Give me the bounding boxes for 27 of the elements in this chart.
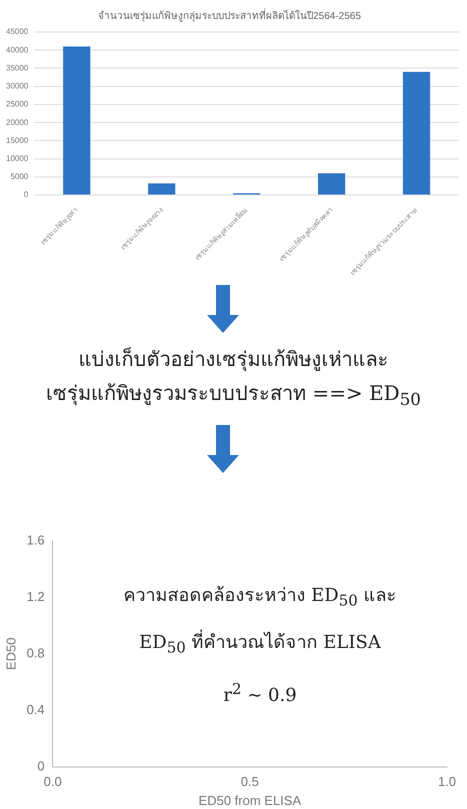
x-tick-label: 1.0	[438, 774, 456, 790]
bar	[318, 173, 346, 195]
y-tick-label: 0.4	[26, 702, 45, 717]
y-tick-label: 45000	[6, 27, 29, 36]
text: ความสอดคล้องระหว่าง ED$_{50}$ และ ED$_{50}$ ที่คำนวณได้จาก ELISA r$^{2}$ ~ 0.9	[123, 585, 397, 706]
y-tick-label: 10000	[6, 154, 29, 163]
y-tick-label: 40000	[6, 45, 29, 54]
bar	[63, 46, 90, 195]
y-tick-label: 0	[37, 758, 45, 774]
y-tick-label: 1.2	[26, 588, 45, 604]
y-tick-label: 20000	[6, 118, 29, 127]
x-tick-label: 0.0	[44, 774, 62, 790]
y-tick-label: 0	[24, 190, 29, 200]
y-tick-label: 1.6	[26, 532, 45, 548]
y-tick-label: 30000	[6, 82, 29, 91]
bar	[148, 183, 176, 195]
x-tick-label: 0.5	[240, 774, 259, 790]
chart-title: จำนวนเซรุ่มแก้พิษงูกลุ่มระบบประสาทที่ผลิตได้ในปี2564-2565	[98, 8, 362, 22]
x-axis-title: ED50 from ELISA	[198, 792, 302, 808]
y-axis-title: ED50	[3, 638, 18, 670]
y-tick-label: 35000	[6, 63, 29, 72]
y-tick-label: 5000	[10, 172, 29, 182]
y-tick-label: 0.8	[26, 645, 45, 660]
bar	[402, 72, 430, 195]
y-tick-label: 15000	[6, 136, 29, 145]
y-tick-label: 25000	[6, 100, 29, 109]
text: แบ่งเก็บตัวอย่างเซรุ่มแก้พิษงูเห่าและ เซรุ่มแก้พิษงูรวมระบบประสาท ==> ED$_{50}$	[45, 346, 422, 411]
